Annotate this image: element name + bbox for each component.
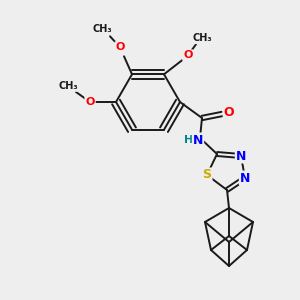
Text: N: N bbox=[236, 149, 246, 163]
Text: N: N bbox=[240, 172, 250, 184]
Text: CH₃: CH₃ bbox=[192, 33, 212, 43]
Text: H: H bbox=[184, 135, 194, 145]
Text: O: O bbox=[224, 106, 234, 119]
Text: CH₃: CH₃ bbox=[58, 81, 78, 91]
Text: N: N bbox=[193, 134, 203, 146]
Text: O: O bbox=[183, 50, 193, 60]
Text: O: O bbox=[115, 42, 125, 52]
Text: O: O bbox=[85, 97, 95, 107]
Text: CH₃: CH₃ bbox=[92, 24, 112, 34]
Text: S: S bbox=[202, 169, 211, 182]
